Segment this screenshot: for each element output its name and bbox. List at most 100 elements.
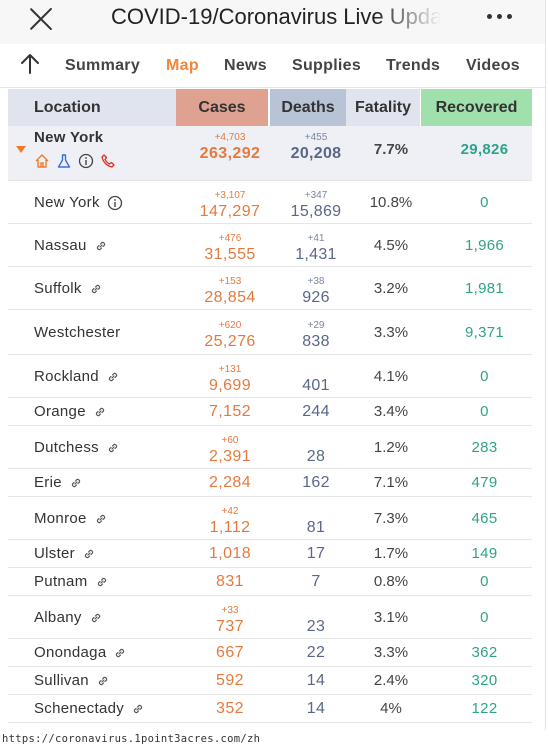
location-name[interactable]: Albany	[34, 609, 82, 626]
recovered-value: 1,966	[464, 237, 505, 254]
header-recovered[interactable]: Recovered	[421, 89, 532, 126]
link-icon[interactable]	[89, 611, 103, 625]
deaths-value: 926	[302, 289, 330, 306]
cases-delta: +131	[218, 364, 242, 375]
location-name[interactable]: Monroe	[34, 510, 87, 527]
link-icon[interactable]	[82, 547, 96, 561]
home-icon[interactable]	[34, 153, 50, 169]
tab-videos[interactable]: Videos	[466, 57, 520, 74]
deaths-value: 23	[306, 618, 326, 635]
deaths-value: 14	[306, 700, 326, 717]
source-url: https://coronavirus.1point3acres.com/zh	[2, 733, 261, 745]
tab-map[interactable]: Map	[166, 57, 199, 74]
location-name[interactable]: Erie	[34, 474, 62, 491]
table-row[interactable]: Nassau +476 31,555 +41 1,431 4.5% 1,966	[8, 224, 532, 267]
table-row[interactable]: Albany +33 737 23 3.1% 0	[8, 596, 532, 639]
table-row[interactable]: Ulster 1,018 17 1.7% 149	[8, 540, 532, 568]
link-icon[interactable]	[106, 441, 120, 455]
table-row[interactable]: Putnam 831 7 0.8% 0	[8, 568, 532, 596]
header-fatality[interactable]: Fatality	[346, 89, 420, 126]
tab-summary[interactable]: Summary	[65, 57, 141, 74]
state-row[interactable]: New York +4,703 263,292 +455 20,208 7.7%…	[8, 126, 532, 181]
link-icon[interactable]	[131, 702, 145, 716]
table-row[interactable]: Dutchess +60 2,391 28 1.2% 283	[8, 426, 532, 469]
fatality-value: 3.3%	[373, 324, 409, 341]
cases-value: 667	[216, 644, 244, 661]
table-row[interactable]: Monroe +42 1,112 81 7.3% 465	[8, 497, 532, 540]
header-location[interactable]: Location	[8, 89, 176, 126]
location-name[interactable]: Schenectady	[34, 700, 125, 717]
link-icon[interactable]	[94, 239, 108, 253]
title-bar: COVID-19/Coronavirus Live Updates	[0, 0, 545, 44]
tab-trends[interactable]: Trends	[386, 57, 441, 74]
location-name[interactable]: New York	[34, 194, 100, 211]
cases-value: 352	[216, 700, 244, 717]
link-icon[interactable]	[94, 512, 108, 526]
link-icon[interactable]	[69, 476, 83, 490]
cases-value: 7,152	[208, 403, 252, 420]
table-row[interactable]: Westchester +620 25,276 +29 838 3.3% 9,371	[8, 310, 532, 355]
link-icon[interactable]	[89, 282, 103, 296]
fatality-value: 3.4%	[373, 403, 409, 420]
deaths-delta: +41	[307, 233, 325, 244]
table-row[interactable]: Suffolk +153 28,854 +38 926 3.2% 1,981	[8, 267, 532, 310]
close-icon[interactable]	[28, 6, 54, 32]
deaths-value: 15,869	[290, 203, 342, 220]
cases-delta: +153	[218, 276, 242, 287]
fatality-value: 1.7%	[373, 545, 409, 562]
table-row[interactable]: Orange 7,152 244 3.4% 0	[8, 398, 532, 426]
cases-delta: +4,703	[214, 132, 246, 143]
cases-delta: +60	[221, 435, 239, 446]
tab-news[interactable]: News	[224, 57, 267, 74]
location-name[interactable]: Dutchess	[34, 439, 99, 456]
arrow-up-icon[interactable]	[20, 53, 40, 75]
link-icon[interactable]	[93, 405, 107, 419]
cases-delta: +476	[218, 233, 242, 244]
recovered-value: 0	[480, 194, 489, 211]
link-icon[interactable]	[113, 646, 127, 660]
location-name[interactable]: Sullivan	[34, 672, 89, 689]
table-row[interactable]: Erie 2,284 162 7.1% 479	[8, 469, 532, 497]
fatality-value: 3.1%	[373, 609, 409, 626]
cases-value: 592	[216, 672, 244, 689]
tab-supplies[interactable]: Supplies	[292, 57, 362, 74]
recovered-value: 283	[471, 439, 498, 456]
table-row[interactable]: Sullivan 592 14 2.4% 320	[8, 667, 532, 695]
link-icon[interactable]	[96, 674, 110, 688]
table-row[interactable]: New York +3,107 147,297 +347 15,869 10.8% 0	[8, 181, 532, 224]
fatality-value: 4%	[380, 700, 402, 717]
info-icon[interactable]	[107, 195, 123, 211]
page-title: COVID-19/Coronavirus Live Updates	[111, 4, 441, 29]
recovered-value: 149	[471, 545, 498, 562]
fatality-value: 3.2%	[373, 280, 409, 297]
location-name[interactable]: Westchester	[34, 324, 121, 341]
expand-caret-icon[interactable]	[16, 146, 26, 153]
recovered-value: 320	[471, 672, 498, 689]
fatality-value: 10.8%	[369, 194, 413, 211]
link-icon[interactable]	[106, 370, 120, 384]
location-name[interactable]: Putnam	[34, 573, 88, 590]
cases-value: 9,699	[208, 377, 252, 394]
deaths-value: 28	[306, 448, 326, 465]
deaths-value: 838	[302, 333, 330, 350]
table-row[interactable]: Rockland +131 9,699 401 4.1% 0	[8, 355, 532, 398]
cases-value: 147,297	[199, 203, 261, 220]
location-name[interactable]: Onondaga	[34, 644, 107, 661]
recovered-value: 0	[480, 573, 489, 590]
link-icon[interactable]	[95, 575, 109, 589]
header-cases[interactable]: Cases	[176, 89, 268, 126]
table-row[interactable]: Schenectady 352 14 4% 122	[8, 695, 532, 723]
flask-icon[interactable]	[56, 153, 72, 169]
location-name[interactable]: Ulster	[34, 545, 75, 562]
info-icon[interactable]	[78, 153, 94, 169]
cases-value: 28,854	[204, 289, 256, 306]
location-name[interactable]: Rockland	[34, 368, 99, 385]
table-row[interactable]: Onondaga 667 22 3.3% 362	[8, 639, 532, 667]
recovered-value: 9,371	[464, 324, 505, 341]
header-deaths[interactable]: Deaths	[270, 89, 346, 126]
location-name[interactable]: Suffolk	[34, 280, 82, 297]
more-options-icon[interactable]	[487, 14, 512, 19]
location-name[interactable]: Nassau	[34, 237, 87, 254]
phone-icon[interactable]	[100, 153, 116, 169]
location-name[interactable]: Orange	[34, 403, 86, 420]
